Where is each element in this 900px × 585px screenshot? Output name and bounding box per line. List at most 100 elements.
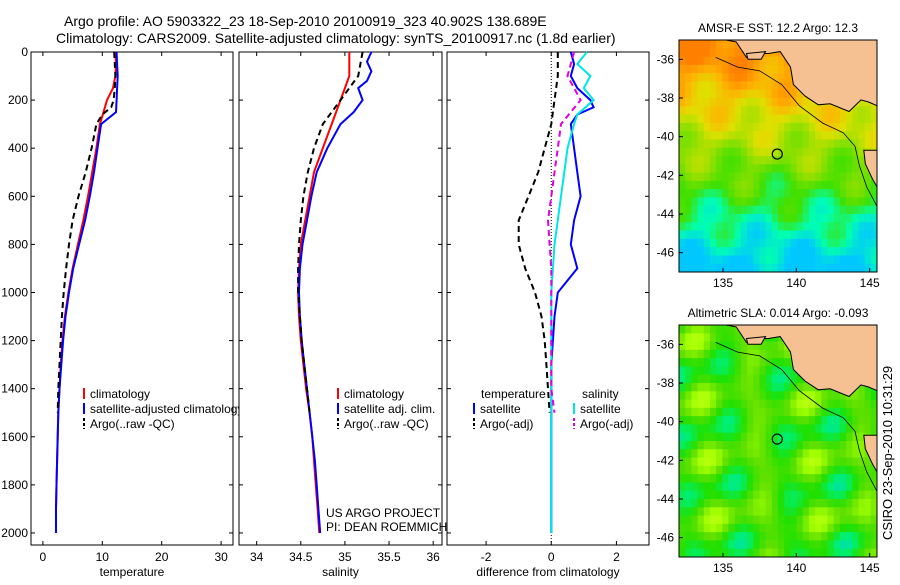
field-cell: [778, 540, 785, 550]
field-cell: [870, 523, 877, 533]
field-cell: [802, 532, 810, 542]
field-cell: [740, 81, 748, 91]
field-cell: [759, 349, 767, 359]
field-cell: [709, 89, 717, 99]
field-cell: [771, 523, 779, 533]
field-cell: [697, 40, 705, 49]
field-cell: [691, 222, 699, 232]
field-cell: [747, 230, 754, 240]
field-cell: [734, 482, 742, 492]
field-cell: [753, 474, 761, 484]
field-cell: [846, 230, 853, 240]
plot-frame: [238, 51, 443, 546]
field-cell: [808, 205, 816, 215]
field-cell: [728, 474, 736, 484]
field-cell: [846, 416, 853, 426]
field-cell: [864, 416, 872, 426]
field-cell: [802, 180, 810, 190]
land-mainland: [679, 40, 877, 113]
field-cell: [716, 374, 723, 384]
field-cell: [790, 114, 798, 124]
field-cell: [759, 205, 767, 215]
field-cell: [747, 341, 754, 351]
field-cell: [771, 122, 779, 132]
field-cell: [771, 64, 779, 74]
field-cell: [697, 205, 705, 215]
field-cell: [815, 441, 822, 450]
field-cell: [784, 230, 791, 240]
field-cell: [802, 205, 810, 215]
field-cell: [734, 507, 742, 517]
field-cell: [716, 56, 723, 66]
field-cell: [759, 197, 767, 207]
field-cell: [722, 441, 730, 450]
field-cell: [796, 164, 804, 174]
field-cell: [709, 540, 717, 550]
field-cell: [808, 407, 816, 417]
field-cell: [722, 358, 730, 368]
field-cell: [722, 81, 730, 91]
field-cell: [765, 255, 773, 265]
field-cell: [839, 180, 847, 190]
y-tick-label: 400: [8, 141, 28, 155]
field-cell: [703, 416, 711, 426]
field-cell: [852, 540, 860, 550]
field-cell: [716, 399, 723, 409]
field-cell: [716, 482, 723, 492]
field-cell: [833, 523, 841, 533]
field-cell: [765, 156, 773, 165]
field-cell: [753, 164, 761, 174]
field-cell: [839, 164, 847, 174]
field-cell: [790, 465, 798, 475]
field-cell: [778, 238, 785, 248]
field-cell: [765, 164, 773, 174]
field-cell: [728, 64, 736, 74]
field-cell: [728, 548, 736, 557]
legend-entry: climatology: [344, 387, 404, 401]
field-cell: [864, 114, 872, 124]
field-cell: [722, 164, 730, 174]
field-cell: [691, 399, 699, 409]
field-cell: [808, 441, 816, 450]
field-cell: [790, 449, 798, 459]
field-cell: [765, 263, 773, 272]
field-cell: [815, 391, 822, 401]
field-cell: [716, 358, 723, 368]
field-cell: [790, 507, 798, 517]
field-cell: [709, 131, 717, 141]
field-cell: [790, 416, 798, 426]
field-cell: [833, 532, 841, 542]
field-cell: [709, 197, 717, 207]
field-cell: [716, 89, 723, 99]
field-cell: [870, 106, 877, 116]
field-cell: [765, 366, 773, 376]
field-cell: [685, 214, 692, 223]
field-cell: [734, 189, 742, 199]
header-line-2: Climatology: CARS2009. Satellite-adjuste…: [56, 30, 616, 46]
field-cell: [870, 515, 877, 525]
field-cell: [747, 263, 754, 272]
field-cell: [796, 474, 804, 484]
field-cell: [784, 358, 791, 368]
field-cell: [759, 263, 767, 272]
field-cell: [771, 474, 779, 484]
field-cell: [685, 172, 692, 182]
field-cell: [703, 56, 711, 66]
field-cell: [759, 540, 767, 550]
field-cell: [858, 98, 866, 107]
field-cell: [753, 114, 761, 124]
field-cell: [858, 147, 866, 157]
field-cell: [691, 156, 699, 165]
field-cell: [685, 532, 692, 542]
field-cell: [827, 465, 835, 475]
field-cell: [709, 156, 717, 165]
field-cell: [753, 499, 761, 508]
field-cell: [839, 507, 847, 517]
field-cell: [703, 465, 711, 475]
field-cell: [864, 407, 872, 417]
field-cell: [771, 407, 779, 417]
field-cell: [796, 139, 804, 149]
field-cell: [771, 139, 779, 149]
field-cell: [790, 147, 798, 157]
field-cell: [765, 247, 773, 257]
